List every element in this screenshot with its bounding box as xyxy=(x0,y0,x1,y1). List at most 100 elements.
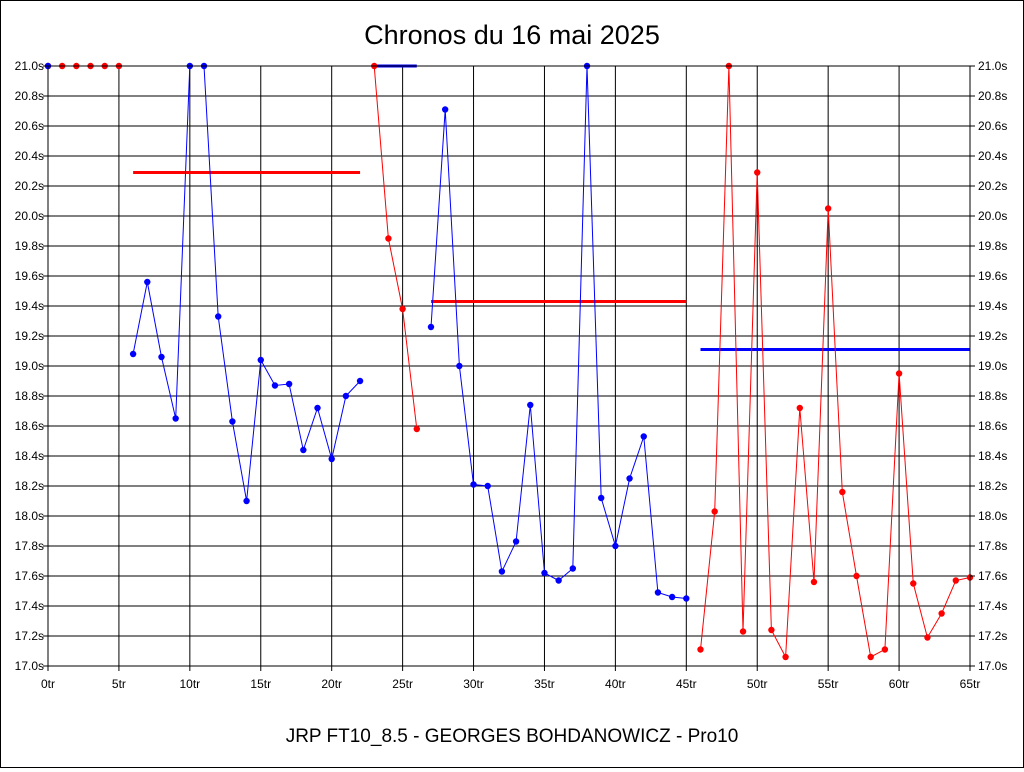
y-tick-label-right: 18.2s xyxy=(978,479,1007,493)
data-point xyxy=(796,404,803,412)
data-point xyxy=(881,646,889,653)
data-point xyxy=(754,169,761,176)
data-point xyxy=(144,278,151,286)
y-tick-label-right: 17.4s xyxy=(978,599,1007,613)
data-point xyxy=(867,653,874,661)
y-tick-label-right: 18.4s xyxy=(978,449,1007,463)
data-point xyxy=(853,572,860,580)
data-point xyxy=(952,577,960,584)
data-point xyxy=(328,455,335,463)
y-tick-label-left: 17.8s xyxy=(15,539,44,553)
y-tick-label-left: 20.8s xyxy=(15,89,44,103)
data-point xyxy=(782,653,789,661)
series-line xyxy=(373,65,418,430)
x-tick-label: 45tr xyxy=(676,677,697,691)
y-tick-label-left: 19.8s xyxy=(15,239,44,253)
x-tick-label: 10tr xyxy=(180,677,201,691)
data-point xyxy=(257,356,264,364)
series-line xyxy=(132,65,361,502)
data-point xyxy=(683,595,690,602)
y-tick-label-left: 18.4s xyxy=(15,449,44,463)
series-line xyxy=(430,65,687,599)
data-point xyxy=(895,370,903,377)
y-tick-label-right: 18.8s xyxy=(978,389,1007,403)
y-tick-label-left: 17.6s xyxy=(15,569,44,583)
x-tick-label: 60tr xyxy=(889,677,910,691)
data-point xyxy=(527,401,534,409)
data-point xyxy=(399,305,406,313)
y-tick-label-right: 17.8s xyxy=(978,539,1007,553)
series-line xyxy=(700,65,971,659)
y-tick-label-left: 17.2s xyxy=(15,629,44,643)
chart-subtitle: JRP FT10_8.5 - GEORGES BOHDANOWICZ - Pro… xyxy=(286,726,739,747)
data-point xyxy=(271,382,279,389)
data-point xyxy=(129,350,137,358)
y-tick-label-right: 20.4s xyxy=(978,149,1007,163)
data-point xyxy=(215,313,222,320)
data-point xyxy=(441,106,449,113)
data-point xyxy=(938,610,945,617)
data-point xyxy=(342,392,350,400)
data-point xyxy=(555,577,562,584)
y-tick-label-left: 19.6s xyxy=(15,269,44,283)
data-point xyxy=(739,628,747,635)
data-point xyxy=(569,565,577,572)
y-tick-label-right: 19.0s xyxy=(978,359,1007,373)
y-tick-label-right: 20.0s xyxy=(978,209,1007,223)
y-tick-label-left: 20.0s xyxy=(15,209,44,223)
y-tick-label-left: 18.6s xyxy=(15,419,44,433)
x-tick-label: 5tr xyxy=(112,677,126,691)
data-point xyxy=(427,323,435,331)
data-point xyxy=(314,404,321,412)
y-tick-label-right: 20.2s xyxy=(978,179,1007,193)
data-point xyxy=(385,235,392,242)
data-point xyxy=(839,488,846,496)
data-point xyxy=(243,497,250,505)
data-point xyxy=(924,634,931,641)
x-tick-label: 30tr xyxy=(463,677,484,691)
chart-title: Chronos du 16 mai 2025 xyxy=(364,20,660,50)
x-tick-label: 0tr xyxy=(41,677,55,691)
y-tick-label-right: 20.8s xyxy=(978,89,1007,103)
y-tick-label-left: 18.2s xyxy=(15,479,44,493)
data-point xyxy=(654,589,662,596)
data-point xyxy=(697,646,704,653)
data-point xyxy=(470,481,477,488)
y-tick-label-right: 19.8s xyxy=(978,239,1007,253)
data-point xyxy=(626,475,633,482)
y-tick-label-right: 17.2s xyxy=(978,629,1007,643)
data-point xyxy=(484,482,491,490)
data-point xyxy=(285,380,293,388)
data-point xyxy=(598,494,605,502)
y-tick-label-left: 19.0s xyxy=(15,359,44,373)
data-point xyxy=(413,425,420,433)
data-point xyxy=(300,446,307,454)
data-point xyxy=(824,205,832,212)
data-point xyxy=(612,542,619,550)
x-tick-label: 50tr xyxy=(747,677,768,691)
data-point xyxy=(640,433,647,440)
x-tick-label: 25tr xyxy=(392,677,413,691)
y-tick-label-right: 17.6s xyxy=(978,569,1007,583)
y-tick-label-right: 19.6s xyxy=(978,269,1007,283)
data-point xyxy=(541,569,548,577)
x-tick-label: 20tr xyxy=(321,677,342,691)
data-point xyxy=(668,593,676,601)
data-point xyxy=(498,568,506,575)
data-point xyxy=(229,418,236,425)
y-tick-label-left: 18.8s xyxy=(15,389,44,403)
data-point xyxy=(356,377,364,385)
data-point xyxy=(910,580,917,587)
y-tick-label-left: 18.0s xyxy=(15,509,44,523)
data-point xyxy=(768,626,775,634)
data-point xyxy=(172,415,179,422)
y-tick-label-left: 21.0s xyxy=(15,59,44,73)
y-tick-label-left: 17.0s xyxy=(15,659,44,673)
y-tick-label-left: 20.4s xyxy=(15,149,44,163)
y-tick-label-right: 19.4s xyxy=(978,299,1007,313)
data-point xyxy=(810,578,818,586)
y-tick-label-left: 20.6s xyxy=(15,119,44,133)
plot-border xyxy=(47,65,971,667)
